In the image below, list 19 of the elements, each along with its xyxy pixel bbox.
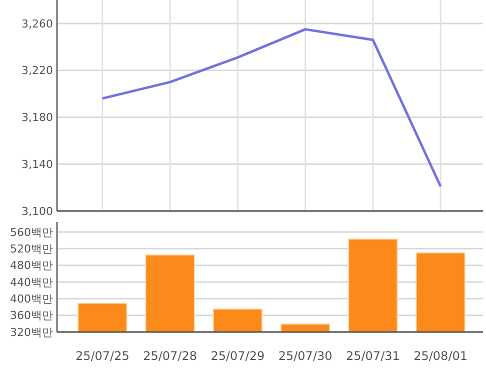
y-tick-label: 480백만 — [10, 259, 53, 272]
x-tick-label: 25/07/29 — [210, 349, 265, 363]
y-tick-label: 3,180 — [22, 111, 53, 124]
x-tick-label: 25/08/01 — [414, 349, 468, 363]
y-tick-label: 440백만 — [10, 276, 53, 289]
y-tick-label: 3,220 — [22, 64, 53, 78]
line-series — [101, 28, 442, 188]
y-tick-label: 320백만 — [10, 326, 53, 339]
y-tick-label: 3,260 — [22, 17, 53, 30]
x-tick-label: 25/07/28 — [143, 349, 198, 363]
y-tick-label: 400백만 — [10, 292, 53, 306]
y-tick-label: 360백만 — [10, 309, 53, 322]
x-tick-label: 25/07/30 — [278, 349, 332, 363]
y-tick-label: 3,140 — [22, 158, 53, 171]
x-tick-label: 25/07/31 — [346, 349, 400, 363]
y-tick-label: 520백만 — [10, 242, 53, 256]
x-tick-label: 25/07/25 — [75, 349, 130, 363]
y-tick-label: 3,100 — [22, 204, 53, 218]
y-tick-label: 560백만 — [10, 226, 53, 239]
